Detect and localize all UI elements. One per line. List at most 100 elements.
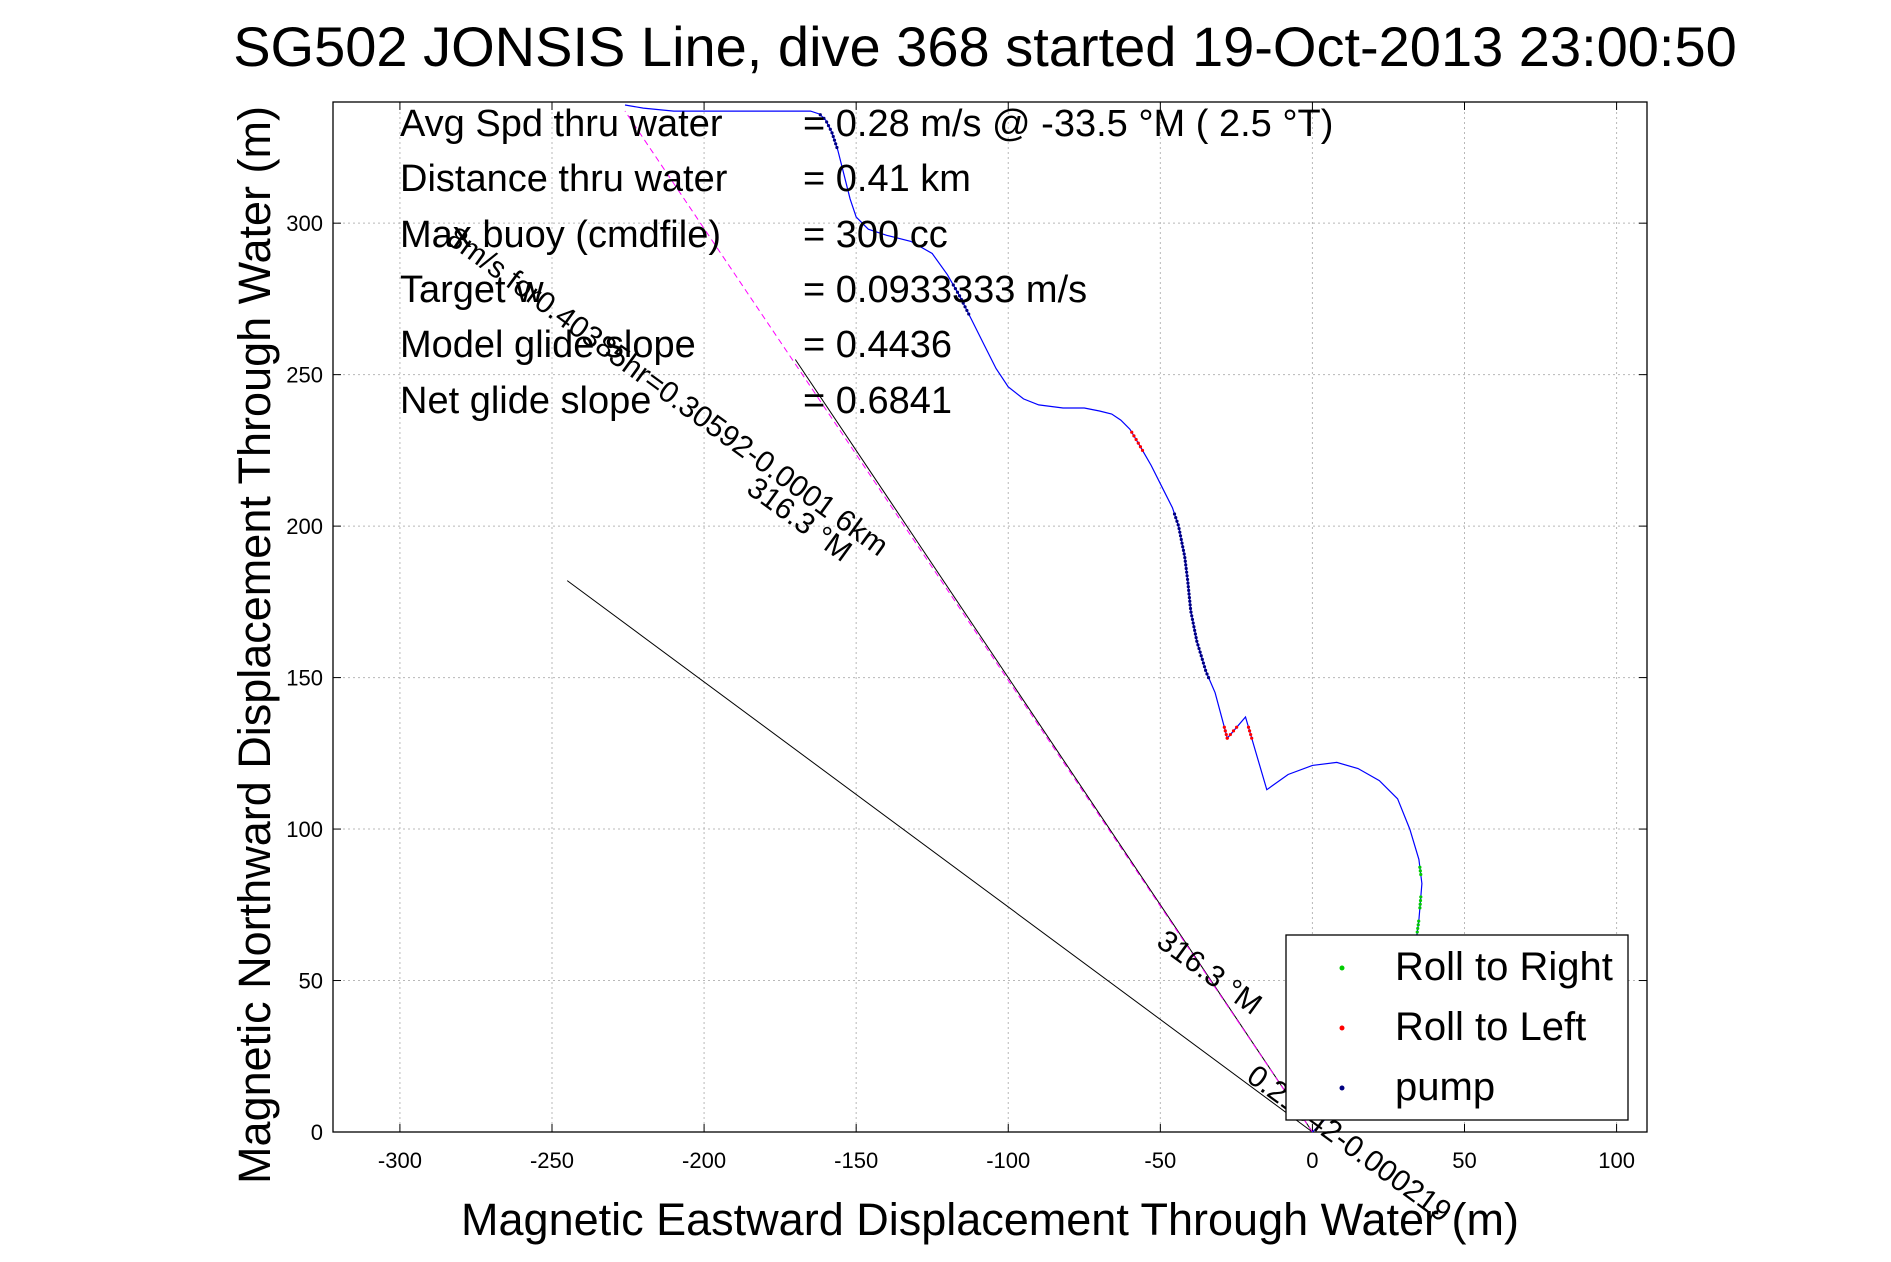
roll-right-point [1416,923,1420,927]
pump-point [953,287,958,291]
stat-label-1: Avg Spd thru water [400,103,723,145]
stat-value-1: = 0.28 m/s @ -33.5 °M ( 2.5 °T) [803,103,1333,145]
y-tick-label: 250 [286,363,323,388]
pump-point [1187,588,1191,592]
roll-left-point [1235,725,1239,729]
legend-marker-roll-left [1339,1025,1345,1031]
x-tick-label: -50 [1144,1148,1176,1173]
pump-point [835,145,839,150]
pump-point [822,116,826,120]
stat-label-5: Model glide slope [400,324,696,366]
chart-title: SG502 JONSIS Line, dive 368 started 19-O… [233,15,1737,78]
roll-right-point [1418,869,1422,873]
roll-left-point [1134,437,1138,442]
pump-point [1175,519,1179,523]
stats-block: Avg Spd thru water = 0.28 m/s @ -33.5 °M… [400,103,1333,422]
roll-right-point [1417,919,1421,923]
pump-point [1198,650,1202,654]
legend-marker-pump [1339,1085,1345,1091]
stat-label-3: Max buoy (cmdfile) [400,214,721,256]
roll-right-point [1419,895,1423,899]
pump-point [965,308,969,313]
pump-point [1197,646,1201,651]
pump-point [1193,628,1197,632]
pump-point [1188,603,1192,607]
stat-label-6: Net glide slope [400,380,651,422]
stat-value-5: = 0.4436 [803,324,952,366]
x-tick-label: -150 [834,1148,878,1173]
pump-point [1196,643,1200,647]
y-tick-label: 200 [286,514,323,539]
roll-left-point [1223,729,1227,733]
pump-point [1192,625,1196,629]
pump-point [957,294,962,298]
x-tick-label: -250 [530,1148,574,1173]
y-tick-label: 300 [286,211,323,236]
roll-left-point [1246,725,1251,729]
roll-left-point [1222,725,1226,729]
roll-left-point [1130,430,1134,434]
roll-right-point [1415,930,1419,934]
roll-right-point [1418,898,1423,903]
stat-label-4: Target w [400,269,544,311]
pump-point [1191,621,1195,625]
x-axis-label: Magnetic Eastward Displacement Through W… [461,1194,1519,1245]
pump-point [1178,534,1183,538]
pump-point [1184,563,1188,567]
pump-point [1193,632,1197,636]
pump-point [1185,570,1189,574]
pump-point [1179,537,1183,542]
axis-ticks: -300 -250 -200 -150 -100 -50 0 50 100 0 50 100 150 20… [286,102,1647,1173]
legend-label-roll-right: Roll to Right [1395,945,1613,989]
stat-value-6: = 0.6841 [803,380,952,422]
rotated-label-4: 316.3 °M [1151,924,1268,1021]
pump-point [832,138,837,142]
pump-point [1187,592,1191,596]
pump-point [951,283,955,287]
roll-left-point [1249,732,1253,737]
pump-point [1181,548,1186,552]
x-tick-label: -300 [378,1148,422,1173]
roll-left-point [1231,729,1236,733]
pump-point [963,305,967,309]
x-tick-label: 100 [1598,1148,1635,1173]
stat-label-2: Distance thru water [400,158,728,200]
roll-left-point [1228,732,1232,737]
y-tick-label: 150 [286,666,323,691]
stat-value-4: = 0.0933333 m/s [803,269,1087,311]
pump-point [1194,636,1198,640]
roll-left-point [1224,732,1228,737]
pump-point [1199,654,1203,658]
pump-point [826,124,831,128]
roll-right-point [1418,906,1422,910]
legend-marker-roll-right [1339,965,1345,971]
pump-point [818,113,822,117]
pump-point [834,142,838,146]
reference-line [794,359,1313,1133]
pump-point [1178,530,1182,534]
reference-line [566,580,1313,1133]
pump-point [1203,668,1208,672]
pump-point [1183,556,1187,560]
pump-point [955,290,960,294]
pump-point [967,312,971,316]
pump-point [1172,512,1177,516]
pump-point [959,297,964,302]
pump-point [1183,559,1187,563]
pump-point [1188,606,1193,611]
pump-point [1181,545,1185,549]
pump-point [1195,639,1199,643]
roll-left-point [1247,729,1252,733]
roll-left-point [1225,736,1229,740]
pump-point [825,120,829,124]
roll-right-point [1418,865,1422,869]
stat-value-2: = 0.41 km [803,158,971,200]
pump-point [1202,665,1207,669]
legend: Roll to Right Roll to Left pump [1285,934,1629,1121]
pump-point [961,301,965,305]
legend-label-pump: pump [1395,1065,1495,1109]
roll-left-point [1250,736,1254,740]
pump-point [1188,599,1192,603]
pump-point [1185,574,1189,578]
pump-point [1187,596,1192,600]
